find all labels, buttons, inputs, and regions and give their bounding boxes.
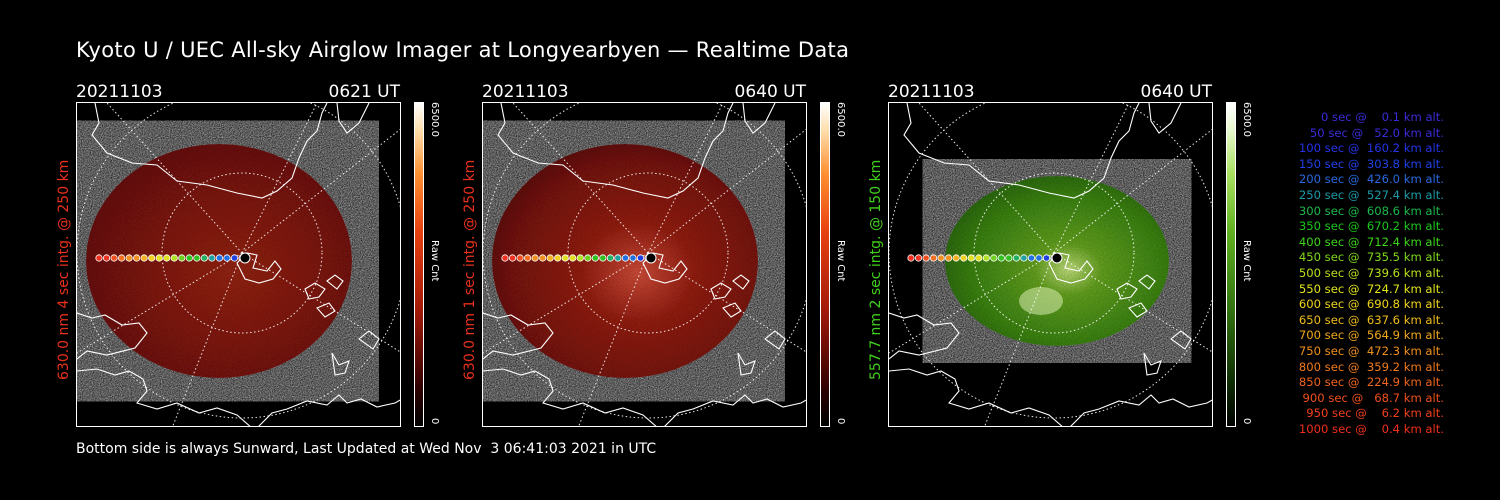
panel-1-cbar-unit: Raw Cnt — [429, 240, 440, 282]
panel-2-time: 0640 UT — [734, 82, 807, 102]
panel-3-cbar-unit: Raw Cnt — [1241, 240, 1252, 282]
legend-item: 400 sec @ 712.4 km alt. — [1295, 234, 1444, 249]
page-title: Kyoto U / UEC All-sky Airglow Imager at … — [76, 38, 850, 62]
altitude-legend: 0 sec @ 0.1 km alt. 50 sec @ 52.0 km alt… — [1262, 110, 1444, 437]
panel-2-colorbar — [820, 102, 830, 427]
panel-2-date: 20211103 — [482, 82, 569, 102]
panel-1-image — [76, 102, 401, 427]
legend-item: 300 sec @ 608.6 km alt. — [1295, 203, 1444, 218]
legend-item: 200 sec @ 426.0 km alt. — [1295, 172, 1444, 187]
panel-3-cbar-max: 6500.0 — [1241, 102, 1252, 137]
legend-item: 0 sec @ 0.1 km alt. — [1309, 110, 1444, 124]
panel-2-cbar-min: 0 — [835, 418, 846, 425]
panel-3-ylabel: 557.7 nm 2 sec intg. @ 150 km — [868, 159, 884, 380]
panel-1-time: 0621 UT — [328, 82, 401, 102]
legend-item: 500 sec @ 739.6 km alt. — [1295, 265, 1444, 280]
panel-1-cbar-max: 6500.0 — [429, 102, 440, 137]
panel-3-date: 20211103 — [888, 82, 975, 102]
legend-item: 350 sec @ 670.2 km alt. — [1295, 219, 1444, 234]
legend-item: 550 sec @ 724.7 km alt. — [1295, 281, 1444, 296]
panel-1-cbar-min: 0 — [429, 418, 440, 425]
legend-item: 700 sec @ 564.9 km alt. — [1295, 328, 1444, 343]
legend-item: 900 sec @ 68.7 km alt. — [1298, 390, 1444, 405]
panel-3-colorbar — [1226, 102, 1236, 427]
panel-3-cbar-min: 0 — [1241, 418, 1252, 425]
panel-2-cbar-max: 6500.0 — [835, 102, 846, 137]
legend-item: 150 sec @ 303.8 km alt. — [1295, 156, 1444, 171]
legend-item: 250 sec @ 527.4 km alt. — [1295, 187, 1444, 202]
legend-item: 450 sec @ 735.5 km alt. — [1295, 250, 1444, 265]
legend-item: 850 sec @ 224.9 km alt. — [1295, 375, 1444, 390]
panel-1-ylabel: 630.0 nm 4 sec intg. @ 250 km — [56, 159, 72, 380]
legend-item: 1000 sec @ 0.4 km alt. — [1298, 421, 1444, 436]
legend-item: 650 sec @ 637.6 km alt. — [1295, 312, 1444, 327]
legend-item: 50 sec @ 52.0 km alt. — [1302, 125, 1444, 140]
legend-item: 750 sec @ 472.3 km alt. — [1295, 343, 1444, 358]
panel-2-cbar-unit: Raw Cnt — [835, 240, 846, 282]
legend-item: 800 sec @ 359.2 km alt. — [1295, 359, 1444, 374]
panel-2-image — [482, 102, 807, 427]
panel-1-colorbar — [414, 102, 424, 427]
legend-item: 600 sec @ 690.8 km alt. — [1295, 297, 1444, 312]
panel-3-image — [888, 102, 1213, 427]
footer-note: Bottom side is always Sunward, Last Upda… — [76, 441, 657, 457]
panel-2-ylabel: 630.0 nm 1 sec intg. @ 250 km — [462, 159, 478, 380]
legend-item: 100 sec @ 160.2 km alt. — [1295, 141, 1444, 156]
panel-3-time: 0640 UT — [1140, 82, 1213, 102]
legend-item: 950 sec @ 6.2 km alt. — [1302, 406, 1444, 421]
panel-1-date: 20211103 — [76, 82, 163, 102]
